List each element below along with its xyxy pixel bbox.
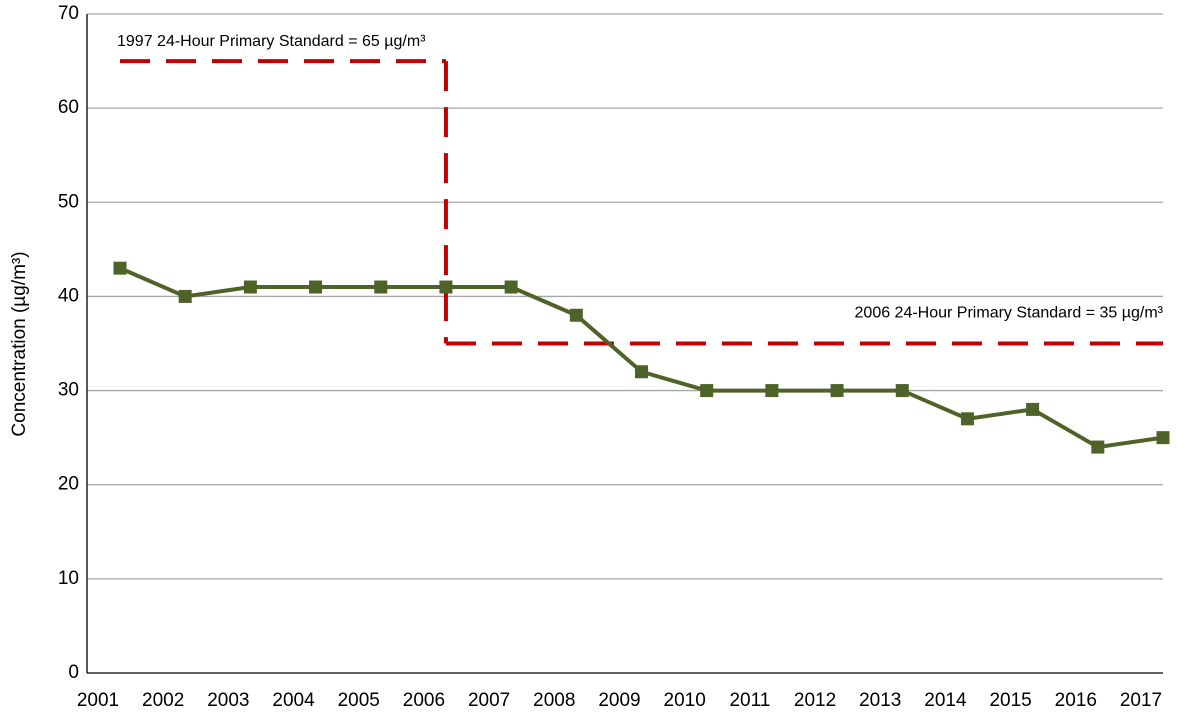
marker bbox=[178, 289, 192, 303]
marker bbox=[700, 384, 714, 398]
x-tick-label: 2010 bbox=[664, 690, 706, 711]
y-axis-label: Concentration (µg/m³) bbox=[9, 251, 30, 436]
marker bbox=[830, 384, 844, 398]
marker bbox=[309, 280, 323, 294]
x-tick-label: 2009 bbox=[598, 690, 640, 711]
series-line bbox=[119, 266, 1164, 450]
marker bbox=[243, 280, 257, 294]
x-tick-label: 2015 bbox=[989, 690, 1031, 711]
standard-label: 1997 24-Hour Primary Standard = 65 µg/m³ bbox=[117, 33, 426, 50]
marker bbox=[895, 384, 909, 398]
x-tick-label: 2008 bbox=[533, 690, 575, 711]
y-tick-label: 10 bbox=[58, 568, 79, 589]
x-tick-label: 2012 bbox=[794, 690, 836, 711]
x-tick-label: 2002 bbox=[142, 690, 184, 711]
marker bbox=[765, 384, 779, 398]
y-tick-label: 20 bbox=[58, 474, 79, 495]
x-tick-label: 2003 bbox=[207, 690, 249, 711]
y-tick-label: 40 bbox=[58, 285, 79, 306]
x-tick-label: 2016 bbox=[1055, 690, 1097, 711]
marker bbox=[1026, 402, 1040, 416]
x-tick-label: 2004 bbox=[272, 690, 315, 711]
x-tick-label: 2001 bbox=[77, 690, 119, 711]
x-tick-label: 2014 bbox=[924, 690, 967, 711]
y-tick-label: 0 bbox=[68, 662, 79, 683]
marker bbox=[1091, 440, 1105, 454]
y-tick-label: 30 bbox=[58, 380, 79, 401]
y-tick-label: 50 bbox=[58, 191, 79, 212]
marker bbox=[113, 261, 127, 275]
x-tick-label: 2005 bbox=[338, 690, 380, 711]
x-tick-label: 2013 bbox=[859, 690, 901, 711]
marker bbox=[374, 280, 388, 294]
marker bbox=[439, 280, 453, 294]
marker bbox=[504, 280, 518, 294]
y-tick-label: 70 bbox=[58, 3, 79, 24]
x-tick-label: 2017 bbox=[1120, 690, 1162, 711]
standard-label: 2006 24-Hour Primary Standard = 35 µg/m³ bbox=[855, 305, 1164, 322]
marker bbox=[1156, 431, 1170, 445]
marker bbox=[635, 365, 648, 379]
x-tick-label: 2007 bbox=[468, 690, 510, 711]
x-tick-label: 2006 bbox=[403, 690, 445, 711]
marker bbox=[569, 308, 583, 322]
x-tick-label: 2011 bbox=[729, 690, 770, 711]
marker bbox=[960, 412, 974, 426]
y-tick-label: 60 bbox=[58, 97, 79, 118]
